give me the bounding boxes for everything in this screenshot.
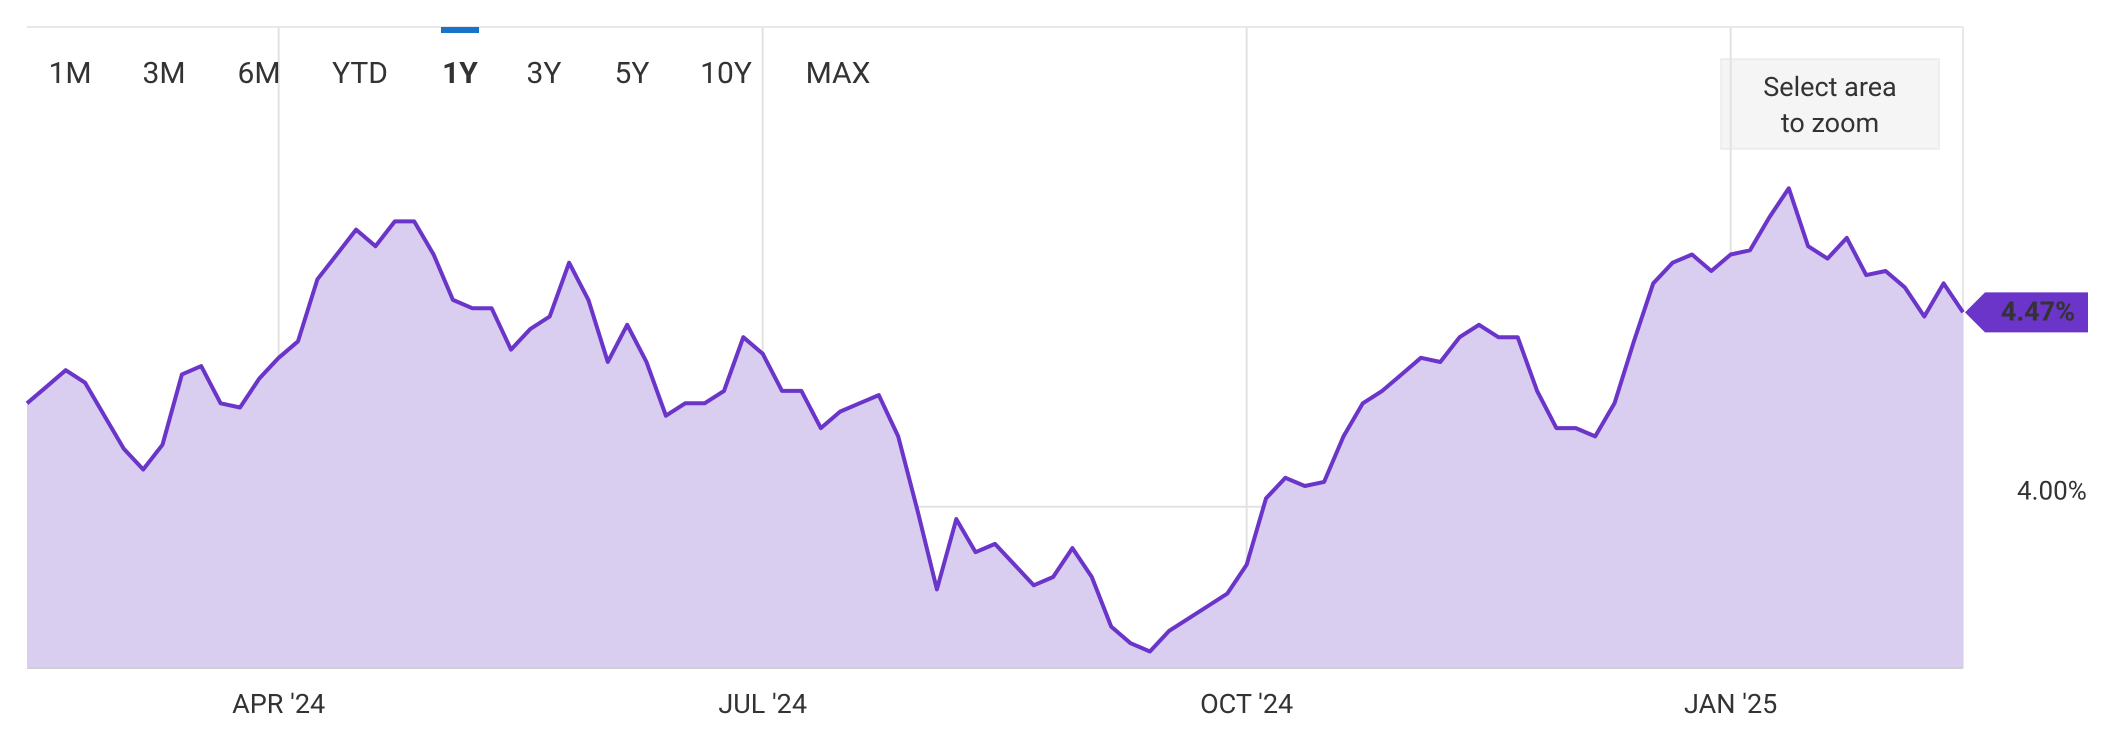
zoom-button-label: to zoom [1781,107,1879,139]
zoom-button[interactable] [1720,58,1940,150]
y-tick-label: 4.00% [2017,477,2087,507]
range-button[interactable]: 1M [48,56,91,91]
range-button[interactable]: YTD [332,56,388,91]
x-tick-label: JUL '24 [718,688,807,720]
range-button[interactable]: 3M [142,56,185,91]
area-fill [27,188,1963,669]
x-tick-label: JAN '25 [1684,688,1777,720]
range-button[interactable]: 6M [237,56,280,91]
x-tick-label: OCT '24 [1200,688,1293,720]
range-button[interactable]: 3Y [527,56,562,91]
zoom-button-label: Select area [1763,71,1896,103]
line [25,186,1965,654]
x-tick-label: APR '24 [232,688,325,720]
last-value-badge [1965,292,2088,333]
range-button: MAX [806,56,871,91]
active-indicator [441,27,479,33]
last-value-label: 4.47% [2001,295,2075,327]
range-button[interactable]: 5Y [615,56,650,91]
range-button[interactable]: 1Y [442,56,478,91]
range-button: 10Y [700,56,752,91]
